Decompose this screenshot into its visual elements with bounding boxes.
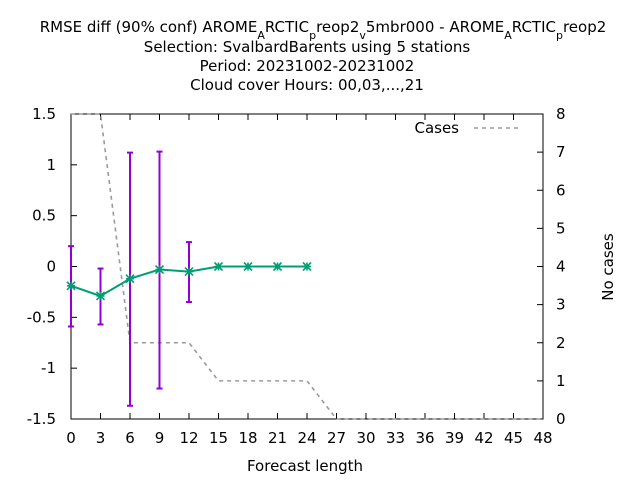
data-point [302, 261, 312, 272]
x-tick-label: 42 [474, 429, 493, 447]
x-tick-label: 12 [179, 429, 198, 447]
y-left-tick-label: 1 [46, 156, 56, 174]
y-right-tick-label: 4 [556, 258, 566, 276]
x-axis-title: Forecast length [247, 457, 363, 475]
x-tick-label: 6 [125, 429, 135, 447]
y-left-tick-label: -1.5 [27, 410, 56, 428]
data-point [66, 281, 76, 291]
x-tick-label: 24 [297, 429, 316, 447]
x-tick-label: 48 [533, 429, 552, 447]
chart-title: RMSE diff (90% conf) AROMEARCTICpreop2v5… [40, 18, 607, 94]
data-point [272, 261, 283, 272]
data-point [213, 261, 224, 272]
y-right-tick-label: 3 [556, 296, 566, 314]
y-left-tick-label: 0.5 [32, 207, 56, 225]
x-tick-label: 27 [327, 429, 346, 447]
y-axis-right: 8 7 6 5 4 3 2 1 0 [537, 105, 566, 428]
y-right-tick-label: 8 [556, 105, 566, 123]
title-line-3: Period: 20231002-20231002 [200, 57, 415, 75]
y-left-tick-label: -1 [41, 359, 56, 377]
y-left-tick-label: -0.5 [27, 308, 56, 326]
x-axis: 0 3 6 9 12 15 18 21 24 27 30 33 36 39 42 45 48 [66, 114, 553, 447]
legend: Cases [414, 119, 518, 137]
y-axis-right-title: No cases [599, 233, 617, 301]
y-left-tick-label: 1.5 [32, 105, 56, 123]
y-right-tick-label: 6 [556, 181, 566, 199]
y-right-tick-label: 1 [556, 372, 566, 390]
x-tick-label: 9 [155, 429, 165, 447]
y-axis-left: 1.5 1 0.5 0 -0.5 -1 -1.5 [27, 105, 77, 428]
y-right-tick-label: 2 [556, 334, 566, 352]
x-tick-label: 3 [96, 429, 106, 447]
x-tick-label: 30 [356, 429, 375, 447]
y-right-tick-label: 7 [556, 143, 566, 161]
x-tick-label: 18 [238, 429, 257, 447]
y-right-tick-label: 5 [556, 219, 566, 237]
legend-label-cases: Cases [414, 119, 459, 137]
data-point [125, 274, 135, 284]
title-line-4: Cloud cover Hours: 00,03,...,21 [190, 76, 424, 94]
data-point [243, 261, 253, 272]
data-point [184, 267, 194, 277]
x-tick-label: 33 [386, 429, 405, 447]
x-tick-label: 21 [268, 429, 287, 447]
x-tick-label: 15 [209, 429, 228, 447]
rmse-diff-series [66, 261, 312, 301]
y-right-tick-label: 0 [556, 410, 566, 428]
title-line-1: RMSE diff (90% conf) AROMEARCTICpreop2v5… [40, 18, 607, 42]
x-tick-label: 0 [66, 429, 76, 447]
x-tick-label: 39 [445, 429, 464, 447]
title-line-2: Selection: SvalbardBarents using 5 stati… [144, 38, 471, 56]
data-point [95, 291, 106, 301]
y-left-tick-label: 0 [46, 258, 56, 276]
x-tick-label: 36 [415, 429, 434, 447]
data-point [154, 264, 165, 275]
x-tick-label: 45 [504, 429, 523, 447]
